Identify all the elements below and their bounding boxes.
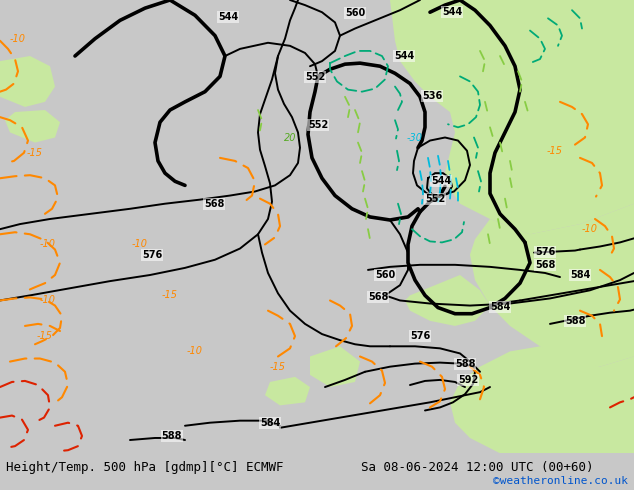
Text: Height/Temp. 500 hPa [gdmp][°C] ECMWF: Height/Temp. 500 hPa [gdmp][°C] ECMWF [6, 462, 284, 474]
Text: -10: -10 [187, 346, 203, 356]
Text: 584: 584 [570, 270, 590, 280]
Text: -30: -30 [407, 132, 423, 143]
Polygon shape [265, 377, 310, 405]
Text: 544: 544 [431, 176, 451, 186]
Text: ©weatheronline.co.uk: ©weatheronline.co.uk [493, 476, 628, 486]
Text: 568: 568 [368, 293, 388, 302]
Text: 588: 588 [455, 359, 476, 368]
Text: -15: -15 [270, 362, 286, 372]
Text: -10: -10 [40, 295, 56, 305]
Polygon shape [390, 0, 634, 234]
Polygon shape [405, 275, 490, 326]
Text: 552: 552 [308, 120, 328, 130]
Polygon shape [0, 56, 55, 107]
Polygon shape [310, 346, 360, 387]
Polygon shape [5, 110, 60, 143]
Text: -15: -15 [547, 146, 563, 156]
Text: 588: 588 [162, 431, 182, 441]
Text: -15: -15 [37, 331, 53, 341]
Text: 576: 576 [535, 246, 555, 257]
Text: -10: -10 [582, 224, 598, 234]
Text: 568: 568 [204, 199, 224, 209]
Text: 576: 576 [410, 331, 430, 341]
Text: 584: 584 [260, 417, 280, 428]
Text: 544: 544 [394, 51, 414, 61]
Polygon shape [470, 204, 634, 367]
Text: 584: 584 [490, 301, 510, 312]
Text: 544: 544 [218, 12, 238, 23]
Text: 20: 20 [284, 132, 296, 143]
Text: 560: 560 [345, 8, 365, 18]
Text: -10: -10 [40, 240, 56, 249]
Text: 560: 560 [375, 270, 395, 280]
Text: -10: -10 [10, 34, 26, 44]
Text: 552: 552 [305, 73, 325, 82]
Text: -15: -15 [27, 148, 43, 158]
Text: 576: 576 [142, 249, 162, 260]
Text: 544: 544 [442, 7, 462, 17]
Text: 592: 592 [458, 375, 478, 385]
Text: 588: 588 [565, 316, 585, 326]
Text: Sa 08-06-2024 12:00 UTC (00+60): Sa 08-06-2024 12:00 UTC (00+60) [361, 462, 594, 474]
Text: 552: 552 [425, 194, 445, 204]
Text: -15: -15 [162, 291, 178, 300]
Polygon shape [450, 346, 634, 453]
Text: 536: 536 [422, 91, 442, 101]
Text: 568: 568 [535, 260, 555, 270]
Text: -10: -10 [132, 240, 148, 249]
